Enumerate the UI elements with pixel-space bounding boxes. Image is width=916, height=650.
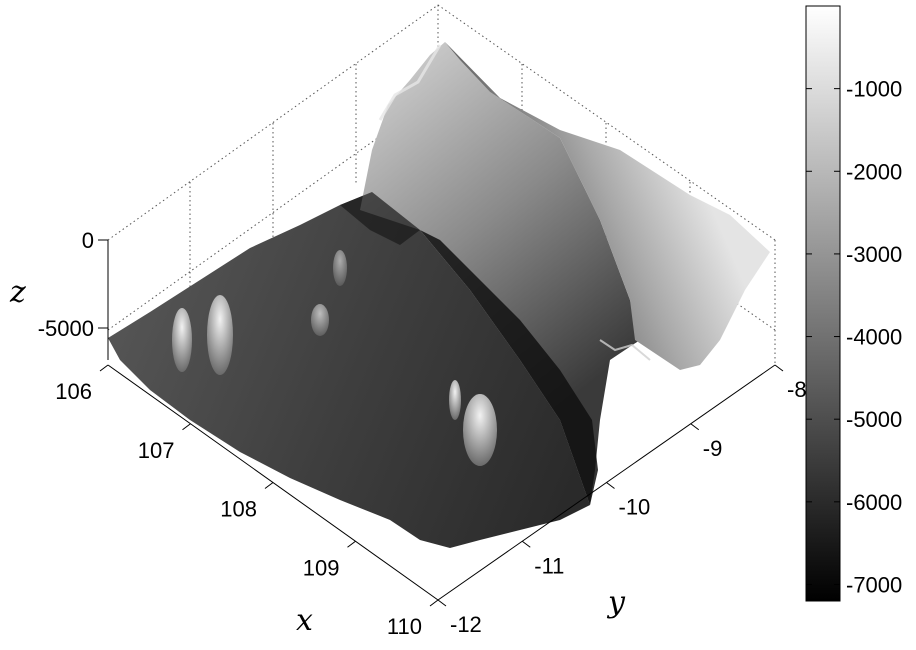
trench-upper xyxy=(340,192,420,245)
colorbar-gradient xyxy=(805,5,841,602)
colorbar-tick-label: -3000 xyxy=(846,242,902,267)
colorbar-tick-label: -5000 xyxy=(846,407,902,432)
colorbar-tick-label: -7000 xyxy=(846,572,902,597)
peak-4 xyxy=(449,380,461,420)
peak-1 xyxy=(172,308,192,372)
x-tick-label: 108 xyxy=(220,497,257,522)
y-tick-mark xyxy=(606,482,615,489)
y-axis-label: y xyxy=(606,585,626,620)
x-tick-label: 106 xyxy=(55,379,92,404)
surface-slope xyxy=(445,42,770,370)
z-axis-label: z xyxy=(9,275,26,310)
peak-6 xyxy=(333,250,347,286)
colorbar-tick-label: -4000 xyxy=(846,325,902,350)
x-tick-label: 110 xyxy=(387,614,422,639)
y-tick-labels: -12 -11 -10 -9 -8 xyxy=(437,364,807,637)
y-tick-label: -11 xyxy=(534,553,564,578)
x-tick-mark xyxy=(429,599,439,607)
x-tick-label: 107 xyxy=(138,438,175,463)
colorbar-tick-label: -6000 xyxy=(846,490,902,515)
x-tick-label: 109 xyxy=(303,555,340,580)
colorbar-ticks: -1000 -2000 -3000 -4000 -5000 -6000 -7000 xyxy=(806,77,902,597)
y-tick-label: -12 xyxy=(450,612,482,637)
peak-5 xyxy=(311,304,329,336)
slope-rim xyxy=(599,339,651,361)
z-tick-labels: 0 -5000 xyxy=(38,228,94,341)
ridge-highlight xyxy=(378,44,442,121)
y-tick-label: -8 xyxy=(787,377,807,402)
y-tick-mark xyxy=(437,599,447,607)
y-tick-label: -10 xyxy=(619,495,651,520)
x-tick-mark xyxy=(99,364,109,372)
x-tick-mark xyxy=(264,482,274,489)
x-tick-labels: 106 107 108 109 110 xyxy=(55,364,439,639)
y-tick-label: -9 xyxy=(703,436,723,461)
z-tick-label: -5000 xyxy=(38,316,94,341)
x-tick-mark xyxy=(182,423,191,431)
colorbar-tick-label: -2000 xyxy=(846,159,902,184)
colorbar-tick-label: -1000 xyxy=(846,77,902,102)
peak-2 xyxy=(207,295,233,375)
terrain-surface xyxy=(108,42,770,548)
x-tick-mark xyxy=(347,540,356,548)
y-tick-mark xyxy=(690,423,700,431)
peak-3 xyxy=(463,394,497,466)
z-tick-label: 0 xyxy=(82,228,94,253)
colorbar: -1000 -2000 -3000 -4000 -5000 -6000 -7000 xyxy=(805,5,902,602)
surface-floor xyxy=(108,192,590,548)
y-tick-mark xyxy=(521,540,531,548)
y-tick-mark xyxy=(774,364,784,372)
x-axis-label: x xyxy=(296,603,313,638)
